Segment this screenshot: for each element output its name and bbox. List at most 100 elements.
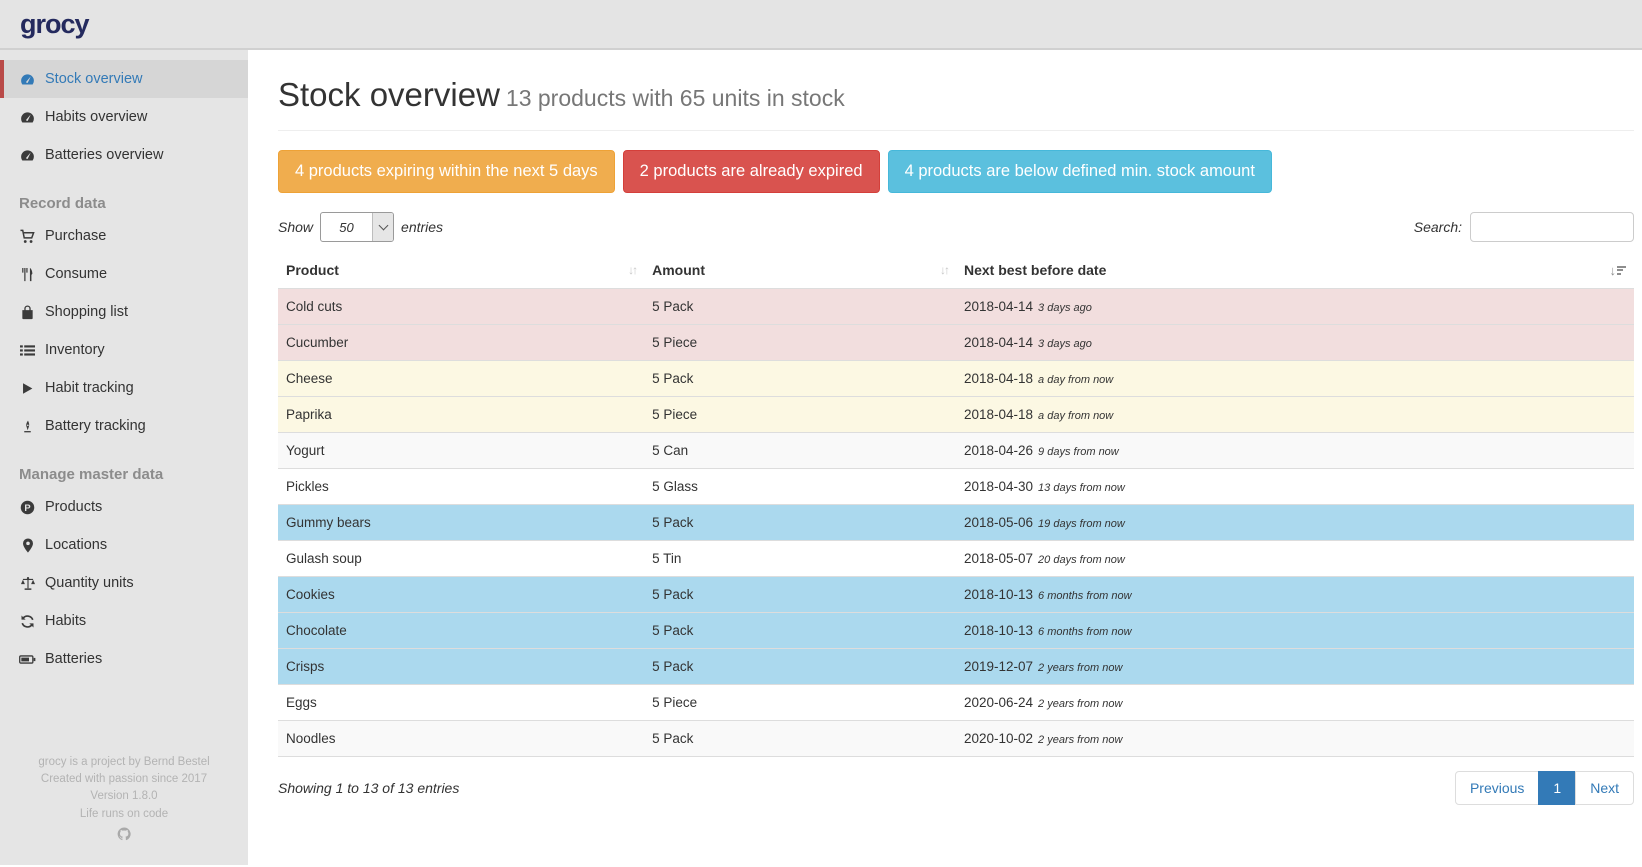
shopping-bag-icon xyxy=(19,304,36,320)
sidebar-item-label: Products xyxy=(45,499,103,515)
timeago-text: 2 years from now xyxy=(1038,662,1123,674)
next-page-button[interactable]: Next xyxy=(1575,771,1634,805)
column-header-next-best-before-date[interactable]: Next best before date xyxy=(955,252,1580,289)
table-row: Gulash soup 5 Tin 2018-05-07 20 days from n… xyxy=(278,540,1634,577)
date-cell: 2018-05-06 19 days from now xyxy=(955,504,1580,541)
utensils-icon xyxy=(19,267,36,282)
timeago-text: 3 days ago xyxy=(1038,338,1092,350)
table-footer: Showing 1 to 13 of 13 entries Previous 1… xyxy=(278,771,1634,805)
amount-cell: 5 Piece xyxy=(644,324,956,361)
sidebar-item-label: Quantity units xyxy=(45,575,134,591)
page-length-select[interactable]: 50 xyxy=(320,212,395,242)
sidebar-item-shopping-list[interactable]: Shopping list xyxy=(0,293,248,331)
amount-cell: 5 Tin xyxy=(644,540,956,577)
refresh-icon xyxy=(19,614,36,629)
sidebar-item-stock-overview[interactable]: Stock overview xyxy=(0,60,248,98)
main-content: Stock overview 13 products with 65 units … xyxy=(248,50,1642,865)
sidebar-item-products[interactable]: P Products xyxy=(0,488,248,526)
top-navbar: grocy xyxy=(0,0,1642,50)
sidebar-item-habits-overview[interactable]: Habits overview xyxy=(0,98,248,136)
table-row: Yogurt 5 Can 2018-04-26 9 days from now xyxy=(278,432,1634,469)
product-cell: Eggs xyxy=(278,684,645,721)
timeago-text: 6 months from now xyxy=(1038,590,1132,602)
expiring-products-badge[interactable]: 4 products expiring within the next 5 da… xyxy=(278,150,615,193)
footer-line: Life runs on code xyxy=(79,807,169,820)
date-cell: 2018-04-14 3 days ago xyxy=(955,324,1580,361)
sidebar-item-locations[interactable]: Locations xyxy=(0,526,248,564)
sidebar-item-habits[interactable]: Habits xyxy=(0,602,248,640)
sidebar-item-battery-tracking[interactable]: Battery tracking xyxy=(0,407,248,445)
sidebar-item-label: Shopping list xyxy=(45,304,129,320)
table-header-row: Product ↓↑ Amount ↓↑ Next best before date… xyxy=(278,252,1634,289)
timeago-text: a day from now xyxy=(1038,410,1114,422)
sidebar-item-consume[interactable]: Consume xyxy=(0,255,248,293)
date-cell: 2018-04-18 a day from now xyxy=(955,396,1580,433)
page-title: Stock overview 13 products with 65 units … xyxy=(278,76,1634,114)
search-input[interactable] xyxy=(1470,212,1634,242)
page-1-button[interactable]: 1 xyxy=(1538,771,1577,805)
table-row: Cheese 5 Pack 2018-04-18 a day from now xyxy=(278,360,1634,397)
search-label: Search: xyxy=(1413,219,1462,235)
date-cell: 2020-06-24 2 years from now xyxy=(955,684,1580,721)
sidebar-item-inventory[interactable]: Inventory xyxy=(0,331,248,369)
table-row: Chocolate 5 Pack 2018-10-13 6 months from n… xyxy=(278,612,1634,649)
timeago-text: 20 days from now xyxy=(1038,554,1125,566)
table-controls: Show 50 entries Search: xyxy=(278,212,1634,242)
table-row: Cucumber 5 Piece 2018-04-14 3 days ago xyxy=(278,324,1634,361)
previous-page-button[interactable]: Previous xyxy=(1454,771,1540,805)
expired-products-badge[interactable]: 2 products are already expired xyxy=(622,150,880,193)
column-header-default-sort[interactable]: ↓ xyxy=(1579,252,1634,289)
page-length-value: 50 xyxy=(339,219,354,235)
sidebar-item-label: Batteries overview xyxy=(45,147,164,163)
page-title-text: Stock overview xyxy=(278,76,500,113)
sidebar-item-habit-tracking[interactable]: Habit tracking xyxy=(0,369,248,407)
list-icon xyxy=(19,343,36,358)
sidebar-item-purchase[interactable]: Purchase xyxy=(0,217,248,255)
show-label: Show xyxy=(278,219,314,235)
amount-cell: 5 Piece xyxy=(644,684,956,721)
footer-line: Version 1.8.0 xyxy=(90,790,158,803)
entries-label: entries xyxy=(401,219,444,235)
grocy-logo[interactable]: grocy xyxy=(20,8,90,39)
product-cell: Gummy bears xyxy=(278,504,645,541)
sidebar-item-label: Battery tracking xyxy=(45,418,146,434)
timeago-text: a day from now xyxy=(1038,374,1114,386)
sidebar-item-batteries-overview[interactable]: Batteries overview xyxy=(0,136,248,174)
pagination: Previous 1 Next xyxy=(1454,771,1634,805)
status-badges: 4 products expiring within the next 5 da… xyxy=(278,150,1634,193)
sidebar-item-batteries[interactable]: Batteries xyxy=(0,640,248,678)
product-cell: Paprika xyxy=(278,396,645,433)
sidebar-item-label: Batteries xyxy=(45,651,103,667)
product-cell: Cold cuts xyxy=(278,288,645,325)
gauge-icon xyxy=(19,72,36,87)
sort-icon: ↓↑ xyxy=(939,263,950,277)
table-row: Noodles 5 Pack 2020-10-02 2 years from now xyxy=(278,720,1634,757)
timeago-text: 9 days from now xyxy=(1038,446,1119,458)
date-cell: 2018-04-26 9 days from now xyxy=(955,432,1580,469)
product-cell: Noodles xyxy=(278,720,645,757)
footer-line: Created with passion since 2017 xyxy=(40,773,208,785)
github-icon[interactable] xyxy=(117,827,131,847)
column-header-product[interactable]: Product ↓↑ xyxy=(278,252,645,289)
below-min-stock-badge[interactable]: 4 products are below defined min. stock … xyxy=(887,150,1272,193)
sidebar-item-label: Purchase xyxy=(45,228,107,244)
product-circle-icon: P xyxy=(19,500,36,515)
amount-cell: 5 Pack xyxy=(644,504,956,541)
table-row: Gummy bears 5 Pack 2018-05-06 19 days from … xyxy=(278,504,1634,541)
sidebar-footer: grocy is a project by Bernd Bestel Creat… xyxy=(0,754,248,865)
column-header-amount[interactable]: Amount ↓↑ xyxy=(644,252,956,289)
product-cell: Gulash soup xyxy=(278,540,645,577)
sidebar-item-label: Locations xyxy=(45,537,108,553)
stock-table: Product ↓↑ Amount ↓↑ Next best before date… xyxy=(278,252,1634,757)
table-row: Crisps 5 Pack 2019-12-07 2 years from now xyxy=(278,648,1634,685)
product-cell: Yogurt xyxy=(278,432,645,469)
amount-cell: 5 Pack xyxy=(644,612,956,649)
product-cell: Chocolate xyxy=(278,612,645,649)
amount-cell: 5 Pack xyxy=(644,576,956,613)
amount-cell: 5 Pack xyxy=(644,720,956,757)
timeago-text: 13 days from now xyxy=(1038,482,1125,494)
product-cell: Pickles xyxy=(278,468,645,505)
sidebar-item-quantity-units[interactable]: Quantity units xyxy=(0,564,248,602)
sidebar-item-label: Consume xyxy=(45,266,108,282)
timeago-text: 6 months from now xyxy=(1038,626,1132,638)
